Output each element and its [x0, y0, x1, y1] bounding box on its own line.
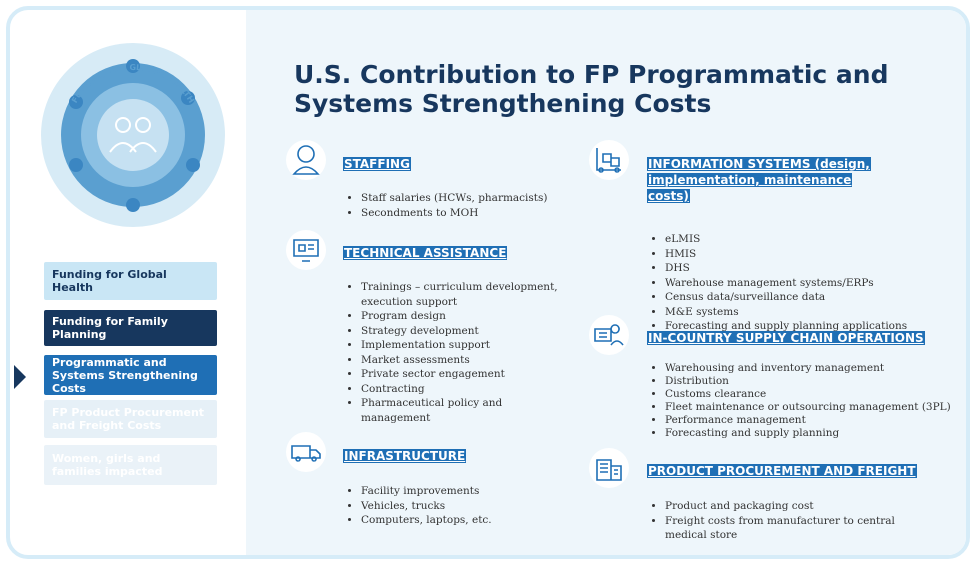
bullet-item: Forecasting and supply planning — [665, 427, 966, 440]
slide-title: U.S. Contribution to FP Programmatic and… — [294, 60, 889, 118]
bullet-item: Vehicles, trucks — [361, 499, 591, 514]
bullet-item: Distribution — [665, 375, 966, 388]
icon-glyph — [594, 324, 624, 346]
nav-button[interactable]: Funding for Global Health — [44, 262, 217, 300]
bullet-item: DHS — [665, 261, 965, 276]
section-icon — [589, 315, 629, 355]
bullet-item: Freight costs from manufacturer to centr… — [665, 514, 935, 543]
section-heading: TECHNICAL ASSISTANCE — [343, 245, 563, 261]
bullet-item: Customs clearance — [665, 388, 966, 401]
bullet-item: Staff salaries (HCWs, pharmacists) — [361, 191, 591, 206]
bullet-list: Product and packaging costFreight costs … — [647, 499, 935, 543]
bullet-item: Secondments to MOH — [361, 206, 591, 221]
nav-button[interactable]: Programmatic and Systems Strengthening C… — [44, 355, 217, 395]
bullet-list: Facility improvementsVehicles, trucksCom… — [343, 484, 591, 528]
section-heading: INFRASTRUCTURE — [343, 448, 543, 464]
bullet-item: Market assessments — [361, 353, 571, 368]
section-heading: INFORMATION SYSTEMS (design, implementat… — [647, 156, 877, 204]
bullet-item: Warehousing and inventory management — [665, 362, 966, 375]
icon-glyph — [596, 148, 621, 173]
section-heading: IN-COUNTRY SUPPLY CHAIN OPERATIONS — [647, 330, 947, 346]
section-heading-text: INFRASTRUCTURE — [343, 449, 467, 463]
section-icon — [589, 448, 629, 488]
section-heading-text: PRODUCT PROCUREMENT AND FREIGHT — [647, 464, 917, 478]
bullet-item: Pharmaceutical policy and management — [361, 396, 571, 425]
section-icon — [286, 432, 326, 472]
bullet-item: Program design — [361, 309, 571, 324]
section-icon — [589, 140, 629, 180]
wheel-graphic: FUNDING FOR GLOBAL HEALTH — [41, 43, 225, 227]
bullet-item: Performance management — [665, 414, 966, 427]
bullet-item: Forecasting and supply planning applicat… — [665, 319, 965, 334]
icon-glyph — [291, 445, 321, 462]
bullet-list: Warehousing and inventory managementDist… — [647, 362, 966, 440]
nav-button[interactable]: Women, girls and families impacted — [44, 445, 217, 485]
nav-button[interactable]: Funding for Family Planning — [44, 310, 217, 346]
bullet-list: Staff salaries (HCWs, pharmacists)Second… — [343, 191, 591, 220]
bullet-item: Contracting — [361, 382, 571, 397]
section-heading: STAFFING — [343, 156, 543, 172]
bullet-item: Strategy development — [361, 324, 571, 339]
section-heading-text: STAFFING — [343, 157, 411, 171]
bullet-item: Warehouse management systems/ERPs — [665, 276, 965, 291]
content-panel: U.S. Contribution to FP Programmatic and… — [246, 10, 966, 555]
icon-glyph — [293, 239, 319, 262]
bullet-item: Trainings – curriculum development, exec… — [361, 280, 571, 309]
bullet-list: eLMISHMISDHSWarehouse management systems… — [647, 232, 965, 334]
bullet-item: Implementation support — [361, 338, 571, 353]
nav-button[interactable]: FP Product Procurement and Freight Costs — [44, 400, 217, 438]
section-heading-text: IN-COUNTRY SUPPLY CHAIN OPERATIONS — [647, 331, 925, 345]
section-heading-text: TECHNICAL ASSISTANCE — [343, 246, 508, 260]
bullet-item: HMIS — [665, 247, 965, 262]
bullet-item: eLMIS — [665, 232, 965, 247]
section-heading-text: INFORMATION SYSTEMS (design, implementat… — [647, 157, 871, 203]
bullet-item: Fleet maintenance or outsourcing managem… — [665, 401, 966, 414]
bullet-list: Trainings – curriculum development, exec… — [343, 280, 571, 425]
section-icon — [286, 140, 326, 180]
icon-glyph — [292, 145, 320, 175]
bullet-item: Census data/surveillance data — [665, 290, 965, 305]
section-icon — [286, 230, 326, 270]
slide-frame: FUNDING FOR GLOBAL HEALTH Funding for Gl… — [6, 6, 970, 559]
bullet-item: Facility improvements — [361, 484, 591, 499]
bullet-item: Private sector engagement — [361, 367, 571, 382]
bullet-item: M&E systems — [665, 305, 965, 320]
bullet-item: Computers, laptops, etc. — [361, 513, 591, 528]
icon-glyph — [596, 459, 622, 481]
bullet-item: Product and packaging cost — [665, 499, 935, 514]
current-arrow — [14, 365, 26, 389]
section-heading: PRODUCT PROCUREMENT AND FREIGHT — [647, 463, 947, 479]
